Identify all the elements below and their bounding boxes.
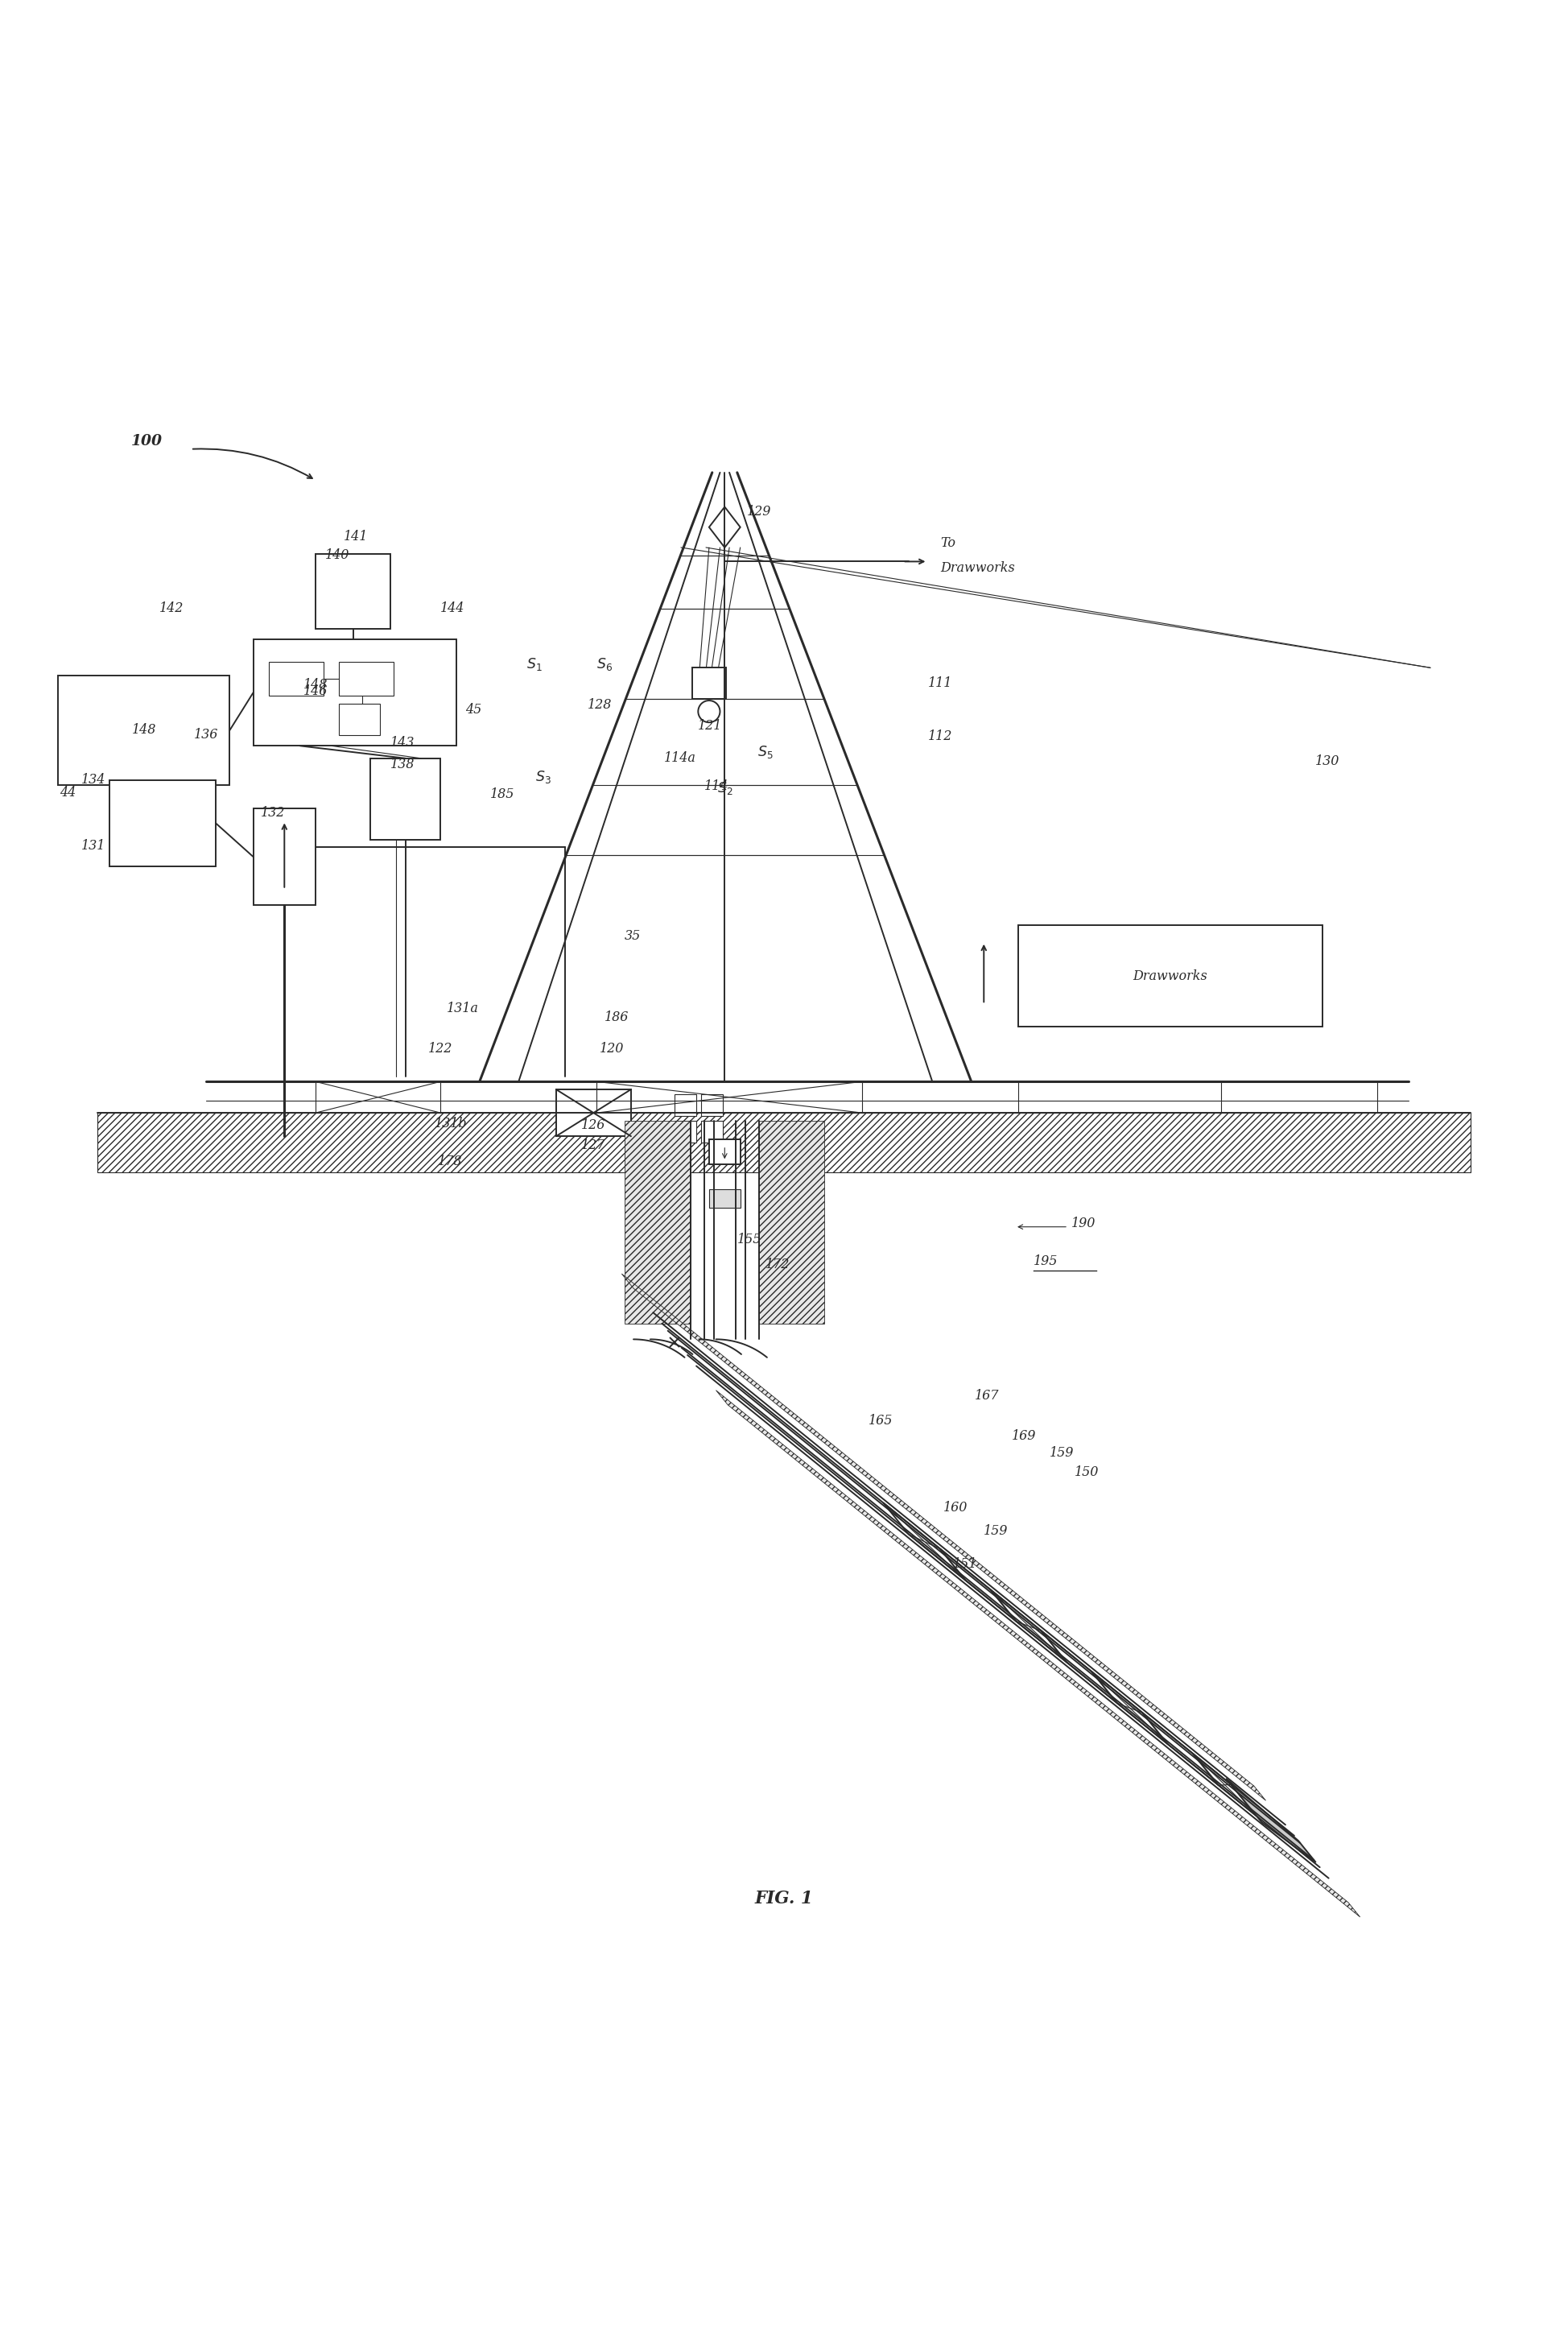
Text: 185: 185 <box>491 787 514 801</box>
Text: 141: 141 <box>343 530 368 544</box>
Bar <box>1018 925 1323 1027</box>
Text: 159: 159 <box>983 1525 1008 1539</box>
Text: 45: 45 <box>466 703 481 717</box>
Polygon shape <box>624 1121 690 1324</box>
Bar <box>339 661 394 696</box>
Bar <box>268 661 323 696</box>
Text: 186: 186 <box>604 1011 629 1025</box>
Polygon shape <box>991 1590 1066 1663</box>
Text: 131a: 131a <box>447 1002 478 1016</box>
Text: 131: 131 <box>82 838 107 852</box>
Text: 132: 132 <box>260 806 285 820</box>
Text: 172: 172 <box>765 1259 790 1270</box>
Text: 138: 138 <box>390 759 416 771</box>
Text: 178: 178 <box>437 1153 463 1168</box>
Text: 122: 122 <box>428 1041 453 1055</box>
Text: $S_1$: $S_1$ <box>527 656 543 672</box>
Text: 169: 169 <box>1011 1429 1036 1443</box>
Bar <box>557 1090 630 1137</box>
Text: 167: 167 <box>974 1389 999 1403</box>
Text: 143: 143 <box>390 736 416 750</box>
Text: 100: 100 <box>132 434 163 448</box>
Polygon shape <box>621 1275 1265 1800</box>
Text: 144: 144 <box>441 602 466 614</box>
Bar <box>110 780 216 866</box>
Bar <box>691 668 726 698</box>
Bar <box>370 759 441 841</box>
Text: 159: 159 <box>1049 1445 1074 1459</box>
Text: 130: 130 <box>1316 754 1339 768</box>
Text: 148: 148 <box>303 677 328 691</box>
Polygon shape <box>759 1121 825 1324</box>
Text: 155: 155 <box>737 1233 762 1247</box>
Polygon shape <box>717 1389 1359 1917</box>
Text: 134: 134 <box>82 773 107 787</box>
Text: 146: 146 <box>303 684 328 698</box>
Text: 126: 126 <box>582 1118 605 1132</box>
Text: 150: 150 <box>1074 1464 1099 1478</box>
Text: 140: 140 <box>325 549 350 563</box>
Text: 44: 44 <box>60 787 75 799</box>
Polygon shape <box>1091 1672 1168 1744</box>
Text: 121: 121 <box>698 719 723 733</box>
Text: 128: 128 <box>588 698 612 712</box>
Text: $S_5$: $S_5$ <box>757 745 773 761</box>
Bar <box>701 1095 723 1116</box>
Polygon shape <box>1226 1779 1316 1863</box>
Text: 142: 142 <box>160 602 183 614</box>
Bar <box>709 1189 740 1207</box>
Text: 160: 160 <box>944 1501 967 1515</box>
Polygon shape <box>941 1548 1016 1620</box>
Text: 165: 165 <box>869 1413 892 1427</box>
Polygon shape <box>1193 1754 1256 1817</box>
Text: Drawworks: Drawworks <box>1134 969 1207 983</box>
Text: 111: 111 <box>928 677 952 691</box>
Text: 114a: 114a <box>663 752 696 766</box>
Polygon shape <box>709 507 740 546</box>
Text: 148: 148 <box>132 724 157 738</box>
Text: Drawworks: Drawworks <box>941 560 1014 574</box>
Bar <box>674 1095 696 1116</box>
Text: 136: 136 <box>194 729 218 743</box>
Bar <box>339 703 379 736</box>
Text: 114: 114 <box>704 780 729 794</box>
Text: 35: 35 <box>624 929 641 943</box>
Text: 195: 195 <box>1033 1254 1058 1268</box>
Bar <box>701 1121 723 1142</box>
Text: 129: 129 <box>746 504 771 518</box>
Polygon shape <box>1041 1630 1118 1702</box>
Bar <box>252 640 456 745</box>
Polygon shape <box>1143 1714 1218 1786</box>
Text: 127: 127 <box>582 1139 605 1153</box>
Text: 120: 120 <box>601 1041 624 1055</box>
Text: $S_2$: $S_2$ <box>717 780 732 796</box>
Bar <box>58 675 230 785</box>
Bar <box>709 1139 740 1165</box>
Text: $S_3$: $S_3$ <box>536 768 552 785</box>
Text: 112: 112 <box>928 729 952 743</box>
Text: To: To <box>941 537 955 549</box>
Text: $S_6$: $S_6$ <box>596 656 613 672</box>
Polygon shape <box>883 1504 966 1581</box>
Text: FIG. 1: FIG. 1 <box>754 1889 814 1908</box>
Text: 151: 151 <box>953 1557 977 1571</box>
Text: 190: 190 <box>1071 1217 1096 1231</box>
Text: 131b: 131b <box>434 1116 467 1130</box>
Bar <box>315 553 390 628</box>
Bar <box>674 1121 696 1142</box>
Bar <box>252 808 315 906</box>
